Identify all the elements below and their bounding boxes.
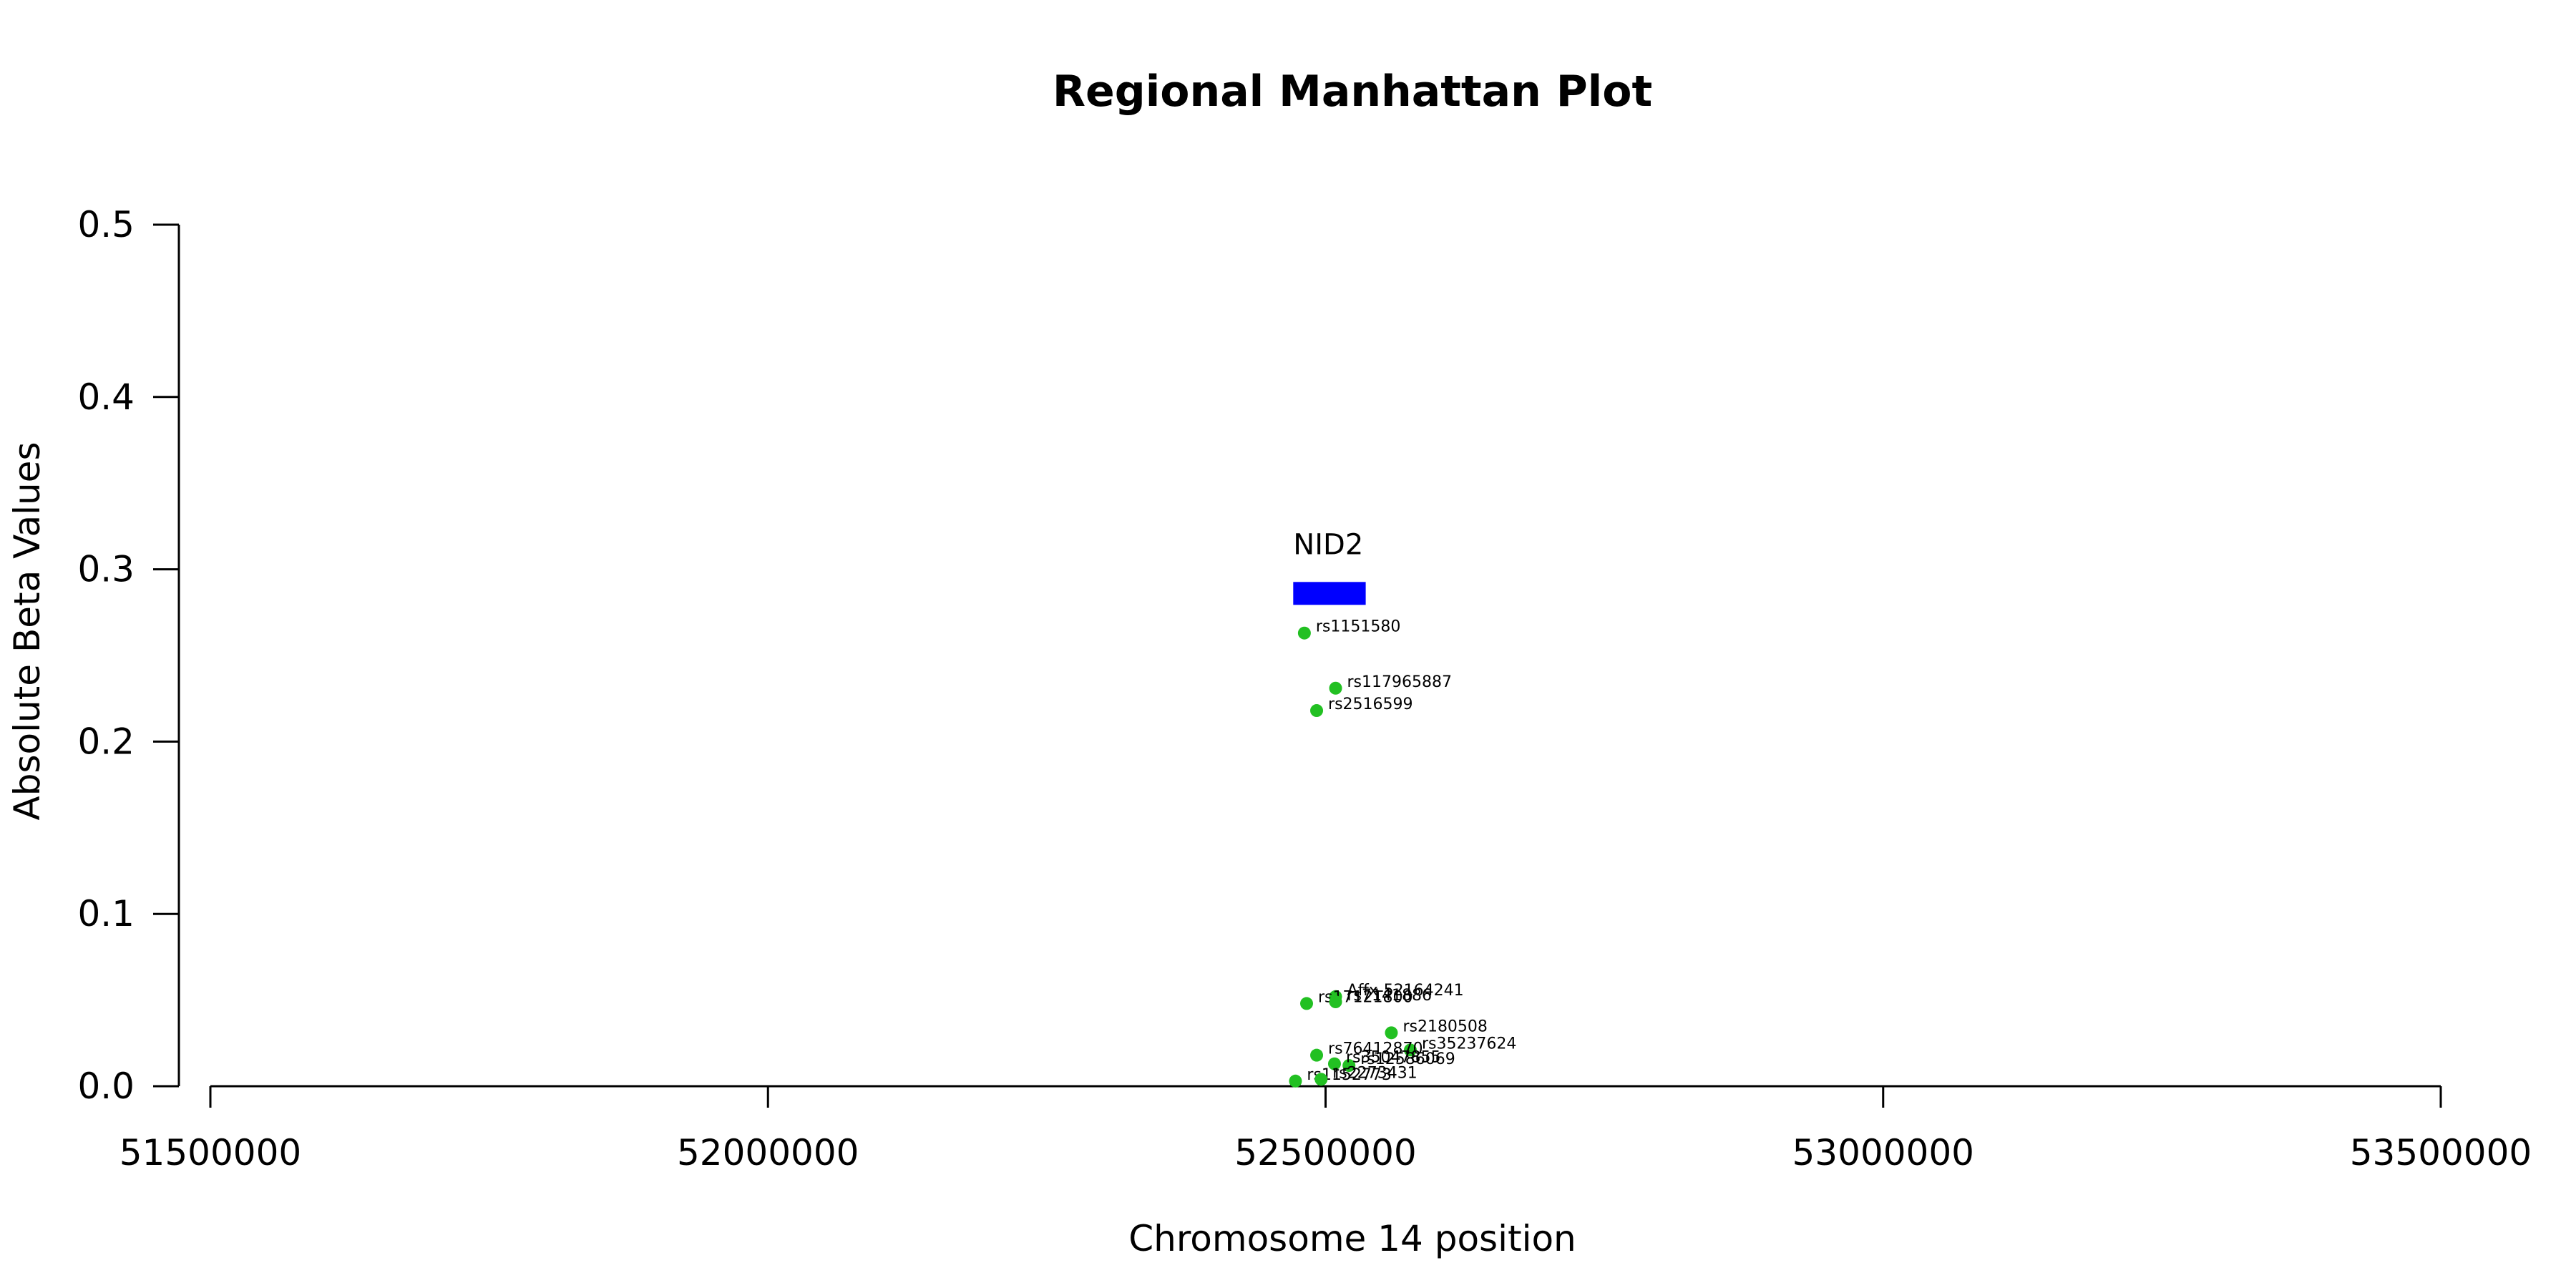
snp-point — [1329, 681, 1342, 695]
snp-label: rs2180508 — [1402, 1018, 1488, 1035]
snp-point — [1342, 1059, 1356, 1073]
snp-point — [1329, 995, 1342, 1009]
x-tick-label: 53000000 — [1792, 1132, 1975, 1174]
snp-label: rs76412870 — [1328, 1040, 1423, 1058]
snp-label: rs12586069 — [1360, 1050, 1455, 1068]
snp-label: rs2516599 — [1328, 696, 1413, 713]
snp-point — [1310, 704, 1324, 718]
snp-point — [1385, 1026, 1398, 1040]
x-axis-ticks: 51500000 52000000 52500000 53000000 53500000 — [119, 1086, 2532, 1174]
snp-label: Affx-52164241 — [1347, 982, 1464, 1000]
x-tick-label: 52500000 — [1234, 1132, 1417, 1174]
snp-point — [1403, 1043, 1417, 1057]
snp-point — [1327, 1057, 1341, 1070]
snp-point — [1300, 997, 1314, 1010]
y-axis-ticks: 0.0 0.1 0.2 0.3 0.4 0.5 — [77, 204, 179, 1107]
y-tick-label: 0.2 — [77, 721, 135, 762]
y-tick-label: 0.5 — [77, 204, 135, 245]
y-tick-label: 0.1 — [77, 893, 135, 935]
snp-label: rs2273431 — [1332, 1064, 1418, 1082]
y-tick-label: 0.0 — [77, 1065, 135, 1107]
snp-label: rs35047855 — [1346, 1049, 1440, 1067]
gene-track: NID2 — [1293, 528, 1366, 605]
y-tick-label: 0.4 — [77, 376, 135, 418]
x-tick-label: 53500000 — [2350, 1132, 2532, 1174]
snp-point — [1297, 626, 1311, 640]
x-tick-label: 51500000 — [119, 1132, 302, 1174]
chart-title: Regional Manhattan Plot — [1053, 67, 1652, 117]
snp-label: rs35237624 — [1422, 1035, 1516, 1053]
y-axis-label: Absolute Beta Values — [6, 442, 48, 821]
x-tick-label: 52000000 — [677, 1132, 859, 1174]
snp-point — [1310, 1048, 1324, 1062]
x-axis-label: Chromosome 14 position — [1128, 1218, 1576, 1259]
y-tick-label: 0.3 — [77, 549, 135, 590]
snp-points: rs1151580 rs117965887 rs2516599 Affx-521642… — [1289, 618, 1516, 1088]
snp-point — [1289, 1074, 1302, 1088]
gene-bar — [1293, 582, 1366, 605]
snp-label: rs7141886 — [1347, 987, 1433, 1005]
snp-point — [1314, 1073, 1328, 1086]
gene-label: NID2 — [1293, 528, 1363, 561]
snp-label: rs1151580 — [1316, 618, 1401, 636]
snp-label: rs117965887 — [1347, 673, 1452, 691]
